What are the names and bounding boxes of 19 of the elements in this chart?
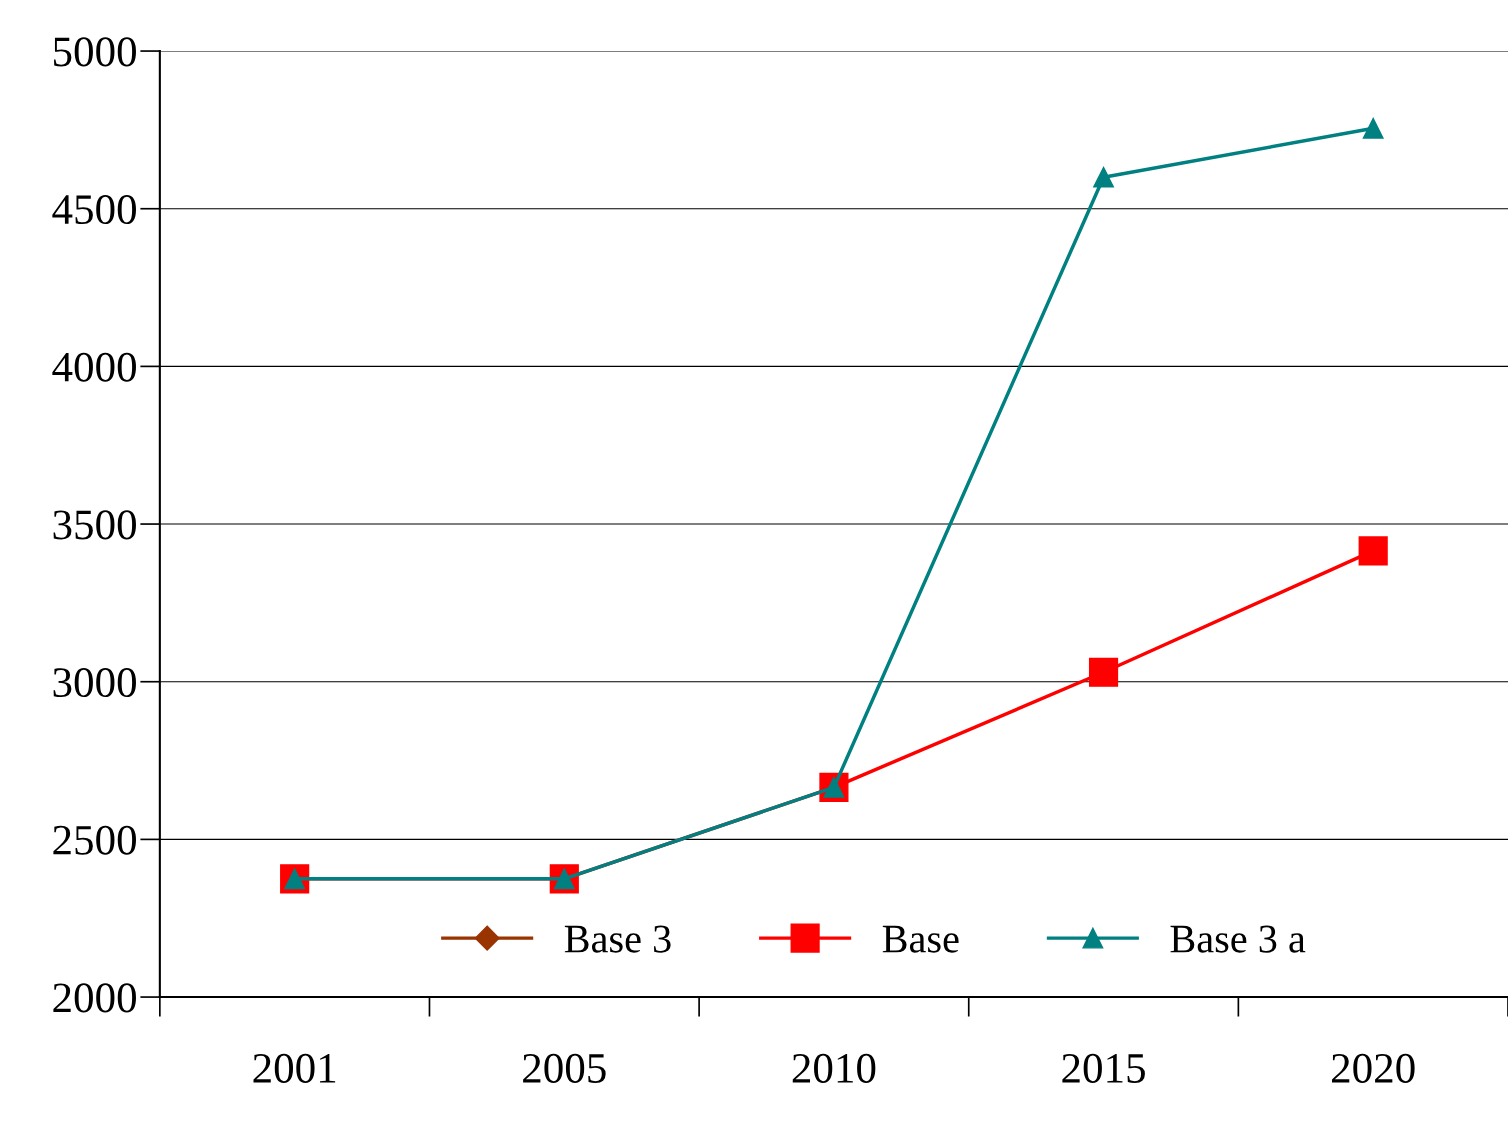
y-tick-label: 2500: [53, 825, 136, 855]
y-tick-label: 4500: [52, 195, 136, 225]
point: [1362, 117, 1384, 139]
y-tick-label: 3500: [53, 510, 136, 540]
point: [1093, 166, 1114, 188]
x-tick-label: 2005: [523, 1053, 606, 1083]
point: [1088, 657, 1119, 687]
x-tick-label: 2010: [792, 1053, 876, 1083]
y-tick-label: 3000: [53, 668, 136, 698]
x-tick-label: 2015: [1062, 1053, 1145, 1083]
point: [1358, 536, 1388, 566]
x-tick-label: 2020: [1332, 1053, 1415, 1083]
y-tick-label: 4000: [52, 352, 136, 382]
legend-label: Base 3: [564, 925, 671, 953]
y-tick-label: 2000: [53, 983, 136, 1013]
legend-label: Base: [882, 925, 959, 953]
legend-label: Base 3 a: [1170, 925, 1306, 953]
y-tick-label: 5000: [54, 37, 136, 67]
x-tick-label: 2001: [253, 1053, 336, 1083]
